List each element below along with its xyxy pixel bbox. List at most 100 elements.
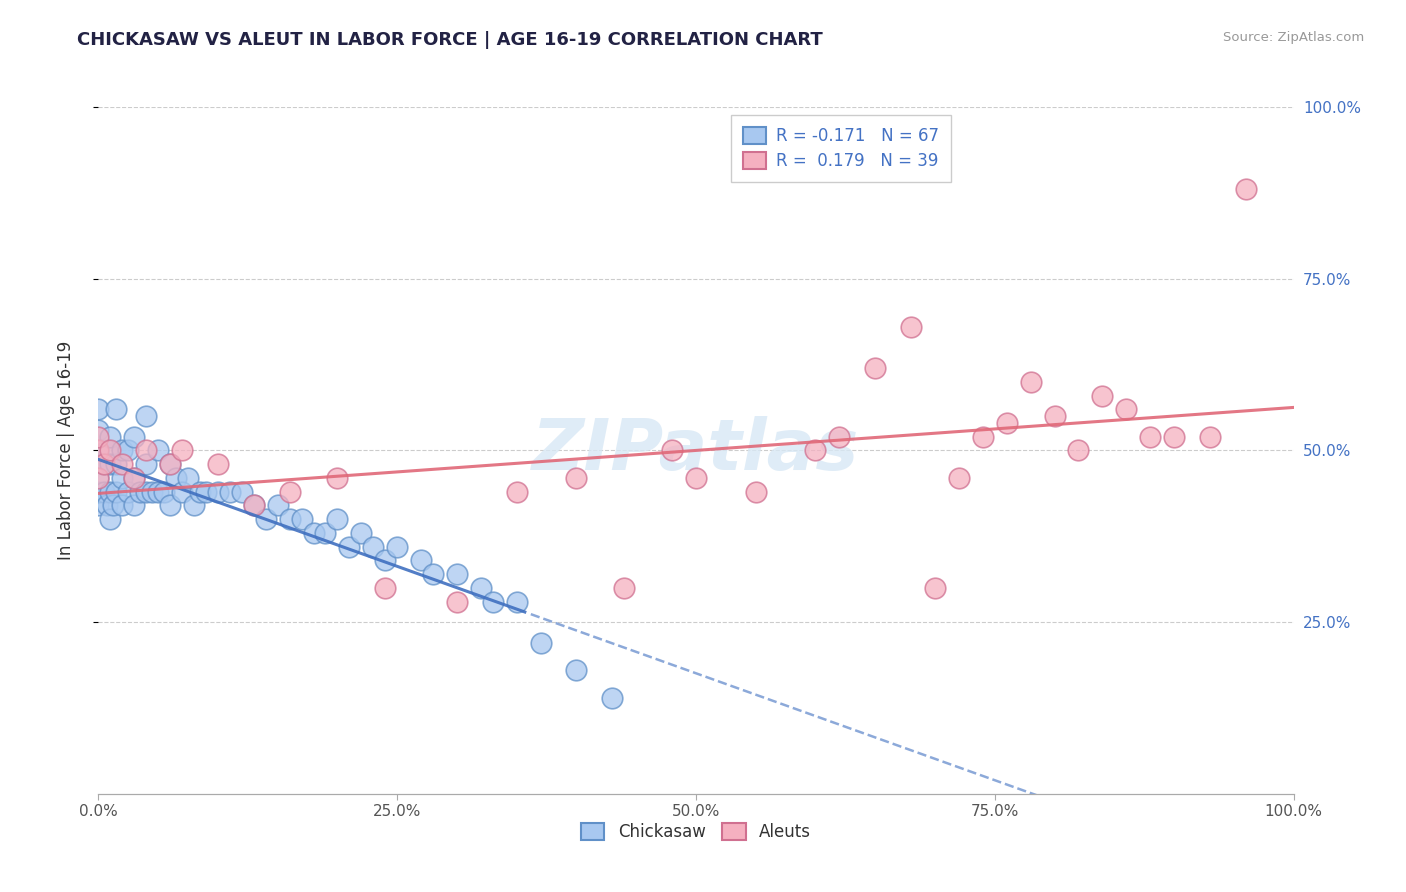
Point: [900, 319, 922, 334]
Point: [804, 443, 827, 458]
Point: [506, 594, 529, 608]
Point: [1163, 430, 1185, 444]
Point: [87, 402, 110, 417]
Point: [188, 484, 211, 499]
Point: [254, 512, 277, 526]
Point: [865, 361, 887, 376]
Point: [948, 471, 970, 485]
Point: [278, 512, 301, 526]
Point: [98, 512, 122, 526]
Point: [302, 525, 325, 540]
Point: [124, 471, 146, 485]
Point: [117, 484, 139, 499]
Point: [565, 471, 588, 485]
Text: ZIPatlas: ZIPatlas: [533, 416, 859, 485]
Legend: Chickasaw, Aleuts: Chickasaw, Aleuts: [575, 816, 817, 847]
Point: [93, 484, 115, 499]
Point: [315, 525, 337, 540]
Point: [135, 409, 157, 423]
Text: Source: ZipAtlas.com: Source: ZipAtlas.com: [1223, 31, 1364, 45]
Point: [183, 499, 205, 513]
Point: [1043, 409, 1066, 423]
Point: [101, 499, 124, 513]
Point: [267, 499, 290, 513]
Point: [172, 443, 194, 458]
Point: [96, 443, 118, 458]
Point: [924, 581, 946, 595]
Point: [661, 443, 683, 458]
Point: [172, 484, 194, 499]
Point: [124, 471, 146, 485]
Point: [87, 499, 110, 513]
Point: [105, 484, 128, 499]
Y-axis label: In Labor Force | Age 16-19: In Labor Force | Age 16-19: [56, 341, 75, 560]
Point: [96, 499, 118, 513]
Point: [98, 430, 122, 444]
Point: [135, 443, 157, 458]
Point: [87, 484, 110, 499]
Point: [148, 443, 170, 458]
Point: [177, 471, 200, 485]
Point: [530, 636, 553, 650]
Point: [1091, 388, 1114, 402]
Point: [219, 484, 242, 499]
Text: CHICKASAW VS ALEUT IN LABOR FORCE | AGE 16-19 CORRELATION CHART: CHICKASAW VS ALEUT IN LABOR FORCE | AGE …: [77, 31, 823, 49]
Point: [602, 690, 624, 705]
Point: [117, 443, 139, 458]
Point: [87, 443, 110, 458]
Point: [165, 471, 187, 485]
Point: [326, 512, 349, 526]
Point: [111, 499, 134, 513]
Point: [159, 457, 181, 471]
Point: [93, 457, 115, 471]
Point: [124, 430, 146, 444]
Point: [745, 484, 768, 499]
Point: [446, 594, 468, 608]
Point: [506, 484, 529, 499]
Point: [148, 484, 170, 499]
Point: [481, 594, 505, 608]
Point: [828, 430, 851, 444]
Point: [141, 484, 163, 499]
Point: [98, 484, 122, 499]
Point: [93, 457, 115, 471]
Point: [995, 416, 1018, 430]
Point: [129, 484, 152, 499]
Point: [411, 553, 433, 567]
Point: [87, 423, 110, 437]
Point: [111, 443, 134, 458]
Point: [385, 540, 409, 554]
Point: [135, 484, 157, 499]
Point: [87, 430, 110, 444]
Point: [1234, 182, 1257, 196]
Point: [972, 430, 994, 444]
Point: [685, 471, 707, 485]
Point: [87, 471, 110, 485]
Point: [243, 499, 266, 513]
Point: [350, 525, 373, 540]
Point: [363, 540, 385, 554]
Point: [1115, 402, 1137, 417]
Point: [565, 663, 588, 677]
Point: [159, 457, 181, 471]
Point: [374, 581, 396, 595]
Point: [422, 567, 444, 582]
Point: [613, 581, 636, 595]
Point: [153, 484, 176, 499]
Point: [470, 581, 492, 595]
Point: [1139, 430, 1161, 444]
Point: [105, 457, 128, 471]
Point: [1067, 443, 1090, 458]
Point: [291, 512, 314, 526]
Point: [135, 457, 157, 471]
Point: [98, 443, 122, 458]
Point: [111, 471, 134, 485]
Point: [124, 499, 146, 513]
Point: [326, 471, 349, 485]
Point: [98, 457, 122, 471]
Point: [195, 484, 218, 499]
Point: [1199, 430, 1222, 444]
Point: [159, 499, 181, 513]
Point: [105, 402, 128, 417]
Point: [1019, 375, 1042, 389]
